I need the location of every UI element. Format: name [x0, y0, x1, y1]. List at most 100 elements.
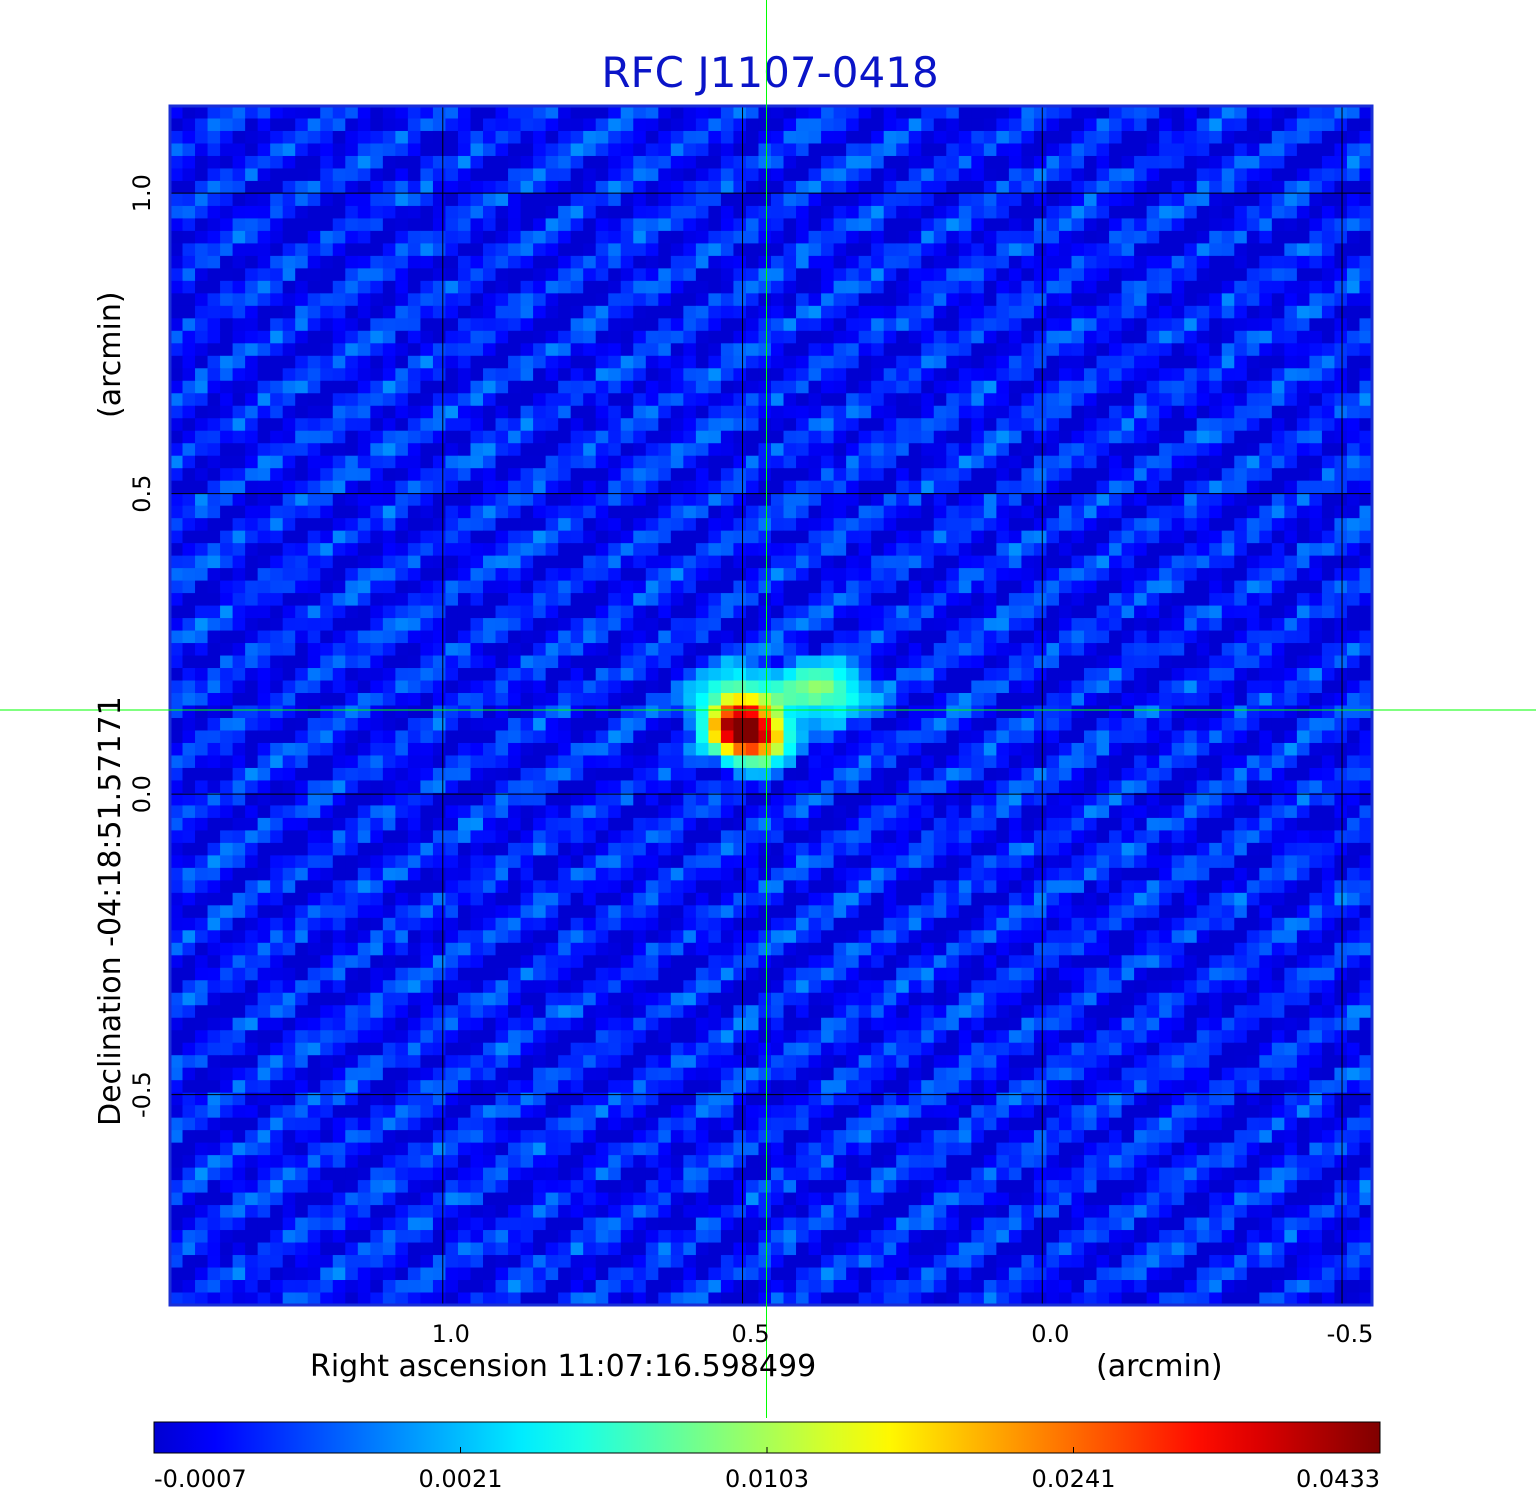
- heatmap-cell: [1008, 730, 1023, 744]
- heatmap-cell: [558, 505, 572, 519]
- heatmap-cell: [533, 580, 547, 594]
- heatmap-cell: [946, 280, 960, 294]
- heatmap-cell: [470, 543, 484, 557]
- heatmap-cell: [232, 443, 246, 457]
- heatmap-cell: [170, 555, 184, 569]
- heatmap-cell: [658, 280, 672, 294]
- heatmap-cell: [1058, 230, 1073, 244]
- heatmap-cell: [457, 368, 472, 382]
- heatmap-cell: [708, 405, 722, 419]
- heatmap-cell: [658, 218, 672, 232]
- heatmap-cell: [720, 143, 735, 157]
- heatmap-cell: [232, 380, 246, 394]
- heatmap-cell: [858, 330, 872, 344]
- heatmap-cell: [357, 430, 371, 444]
- heatmap-cell: [558, 643, 572, 657]
- heatmap-cell: [1184, 330, 1198, 344]
- heatmap-cell: [220, 280, 234, 294]
- heatmap-cell: [946, 480, 960, 494]
- heatmap-cell: [245, 705, 259, 719]
- heatmap-cell: [833, 143, 847, 157]
- heatmap-cell: [670, 280, 684, 294]
- heatmap-cell: [232, 555, 246, 569]
- heatmap-cell: [545, 630, 559, 644]
- heatmap-cell: [720, 130, 735, 145]
- heatmap-cell: [1246, 468, 1260, 482]
- heatmap-cell: [808, 293, 822, 307]
- heatmap-cell: [1058, 717, 1073, 732]
- heatmap-cell: [407, 680, 422, 694]
- heatmap-cell: [1058, 430, 1073, 444]
- heatmap-cell: [1184, 418, 1198, 432]
- heatmap-cell: [658, 543, 672, 557]
- heatmap-cell: [821, 106, 835, 120]
- heatmap-cell: [720, 580, 735, 594]
- heatmap-cell: [695, 430, 709, 444]
- heatmap-cell: [883, 630, 897, 644]
- heatmap-cell: [332, 155, 346, 170]
- heatmap-cell: [520, 655, 534, 669]
- heatmap-cell: [1334, 405, 1348, 419]
- heatmap-cell: [758, 293, 772, 307]
- heatmap-cell: [1046, 143, 1060, 157]
- heatmap-cell: [783, 555, 797, 569]
- heatmap-cell: [1196, 243, 1210, 257]
- heatmap-cell: [232, 468, 246, 482]
- heatmap-cell: [896, 505, 910, 519]
- heatmap-cell: [758, 630, 772, 644]
- heatmap-cell: [1209, 643, 1223, 657]
- heatmap-cell: [783, 380, 797, 394]
- heatmap-cell: [1309, 368, 1323, 382]
- heatmap-cell: [1346, 143, 1361, 157]
- heatmap-cell: [583, 555, 597, 569]
- heatmap-cell: [395, 418, 409, 432]
- heatmap-cell: [683, 418, 697, 432]
- heatmap-cell: [345, 543, 359, 557]
- heatmap-cell: [708, 180, 722, 195]
- heatmap-cell: [495, 180, 509, 195]
- heatmap-cell: [908, 155, 922, 170]
- heatmap-cell: [658, 393, 672, 407]
- heatmap-cell: [282, 555, 296, 569]
- heatmap-cell: [257, 568, 271, 582]
- heatmap-cell: [207, 518, 221, 532]
- heatmap-cell: [645, 630, 659, 644]
- heatmap-cell: [833, 680, 847, 694]
- heatmap-cell: [1021, 493, 1035, 507]
- heatmap-cell: [1071, 655, 1085, 669]
- heatmap-cell: [883, 668, 897, 682]
- heatmap-cell: [1284, 518, 1298, 532]
- heatmap-cell: [357, 330, 371, 344]
- heatmap-cell: [182, 717, 196, 732]
- heatmap-cell: [996, 630, 1010, 644]
- heatmap-cell: [545, 655, 559, 669]
- heatmap-cell: [1146, 168, 1160, 182]
- heatmap-cell: [182, 106, 196, 120]
- heatmap-cell: [1096, 205, 1110, 220]
- heatmap-cell: [683, 730, 697, 744]
- heatmap-cell: [207, 543, 221, 557]
- heatmap-cell: [533, 280, 547, 294]
- heatmap-cell: [720, 518, 735, 532]
- heatmap-cell: [583, 143, 597, 157]
- heatmap-cell: [495, 480, 509, 494]
- heatmap-cell: [1271, 730, 1285, 744]
- heatmap-cell: [495, 680, 509, 694]
- heatmap-cell: [332, 280, 346, 294]
- heatmap-cell: [858, 280, 872, 294]
- heatmap-cell: [783, 143, 797, 157]
- heatmap-cell: [1071, 742, 1085, 757]
- heatmap-cell: [508, 268, 522, 282]
- heatmap-cell: [833, 218, 847, 232]
- heatmap-cell: [1334, 655, 1348, 669]
- heatmap-cell: [483, 705, 497, 719]
- heatmap-cell: [420, 468, 434, 482]
- heatmap-cell: [182, 205, 196, 220]
- heatmap-cell: [1284, 693, 1298, 707]
- heatmap-cell: [207, 318, 221, 332]
- heatmap-cell: [958, 118, 972, 132]
- heatmap-cell: [846, 393, 860, 407]
- heatmap-cell: [708, 293, 722, 307]
- heatmap-cell: [1246, 168, 1260, 182]
- heatmap-cell: [1196, 443, 1210, 457]
